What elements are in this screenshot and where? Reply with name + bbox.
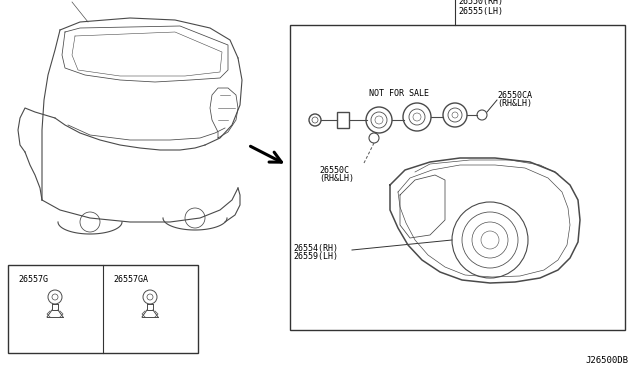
- Text: 26559(LH): 26559(LH): [293, 251, 338, 260]
- Text: NOT FOR SALE: NOT FOR SALE: [369, 89, 429, 98]
- Text: 26557G: 26557G: [18, 275, 48, 284]
- Bar: [337, 112, 349, 128]
- Text: 26557GA: 26557GA: [113, 275, 148, 284]
- Text: 26550CA: 26550CA: [497, 91, 532, 100]
- Text: (RH&LH): (RH&LH): [497, 99, 532, 108]
- Text: 26554(RH): 26554(RH): [293, 244, 338, 253]
- Text: 26550C: 26550C: [319, 166, 349, 175]
- Text: 26550(RH): 26550(RH): [458, 0, 503, 6]
- Bar: [8, 265, 198, 353]
- Text: (RH&LH): (RH&LH): [319, 174, 354, 183]
- Bar: [290, 25, 625, 330]
- Text: 26555(LH): 26555(LH): [458, 7, 503, 16]
- Text: J26500DB: J26500DB: [585, 356, 628, 365]
